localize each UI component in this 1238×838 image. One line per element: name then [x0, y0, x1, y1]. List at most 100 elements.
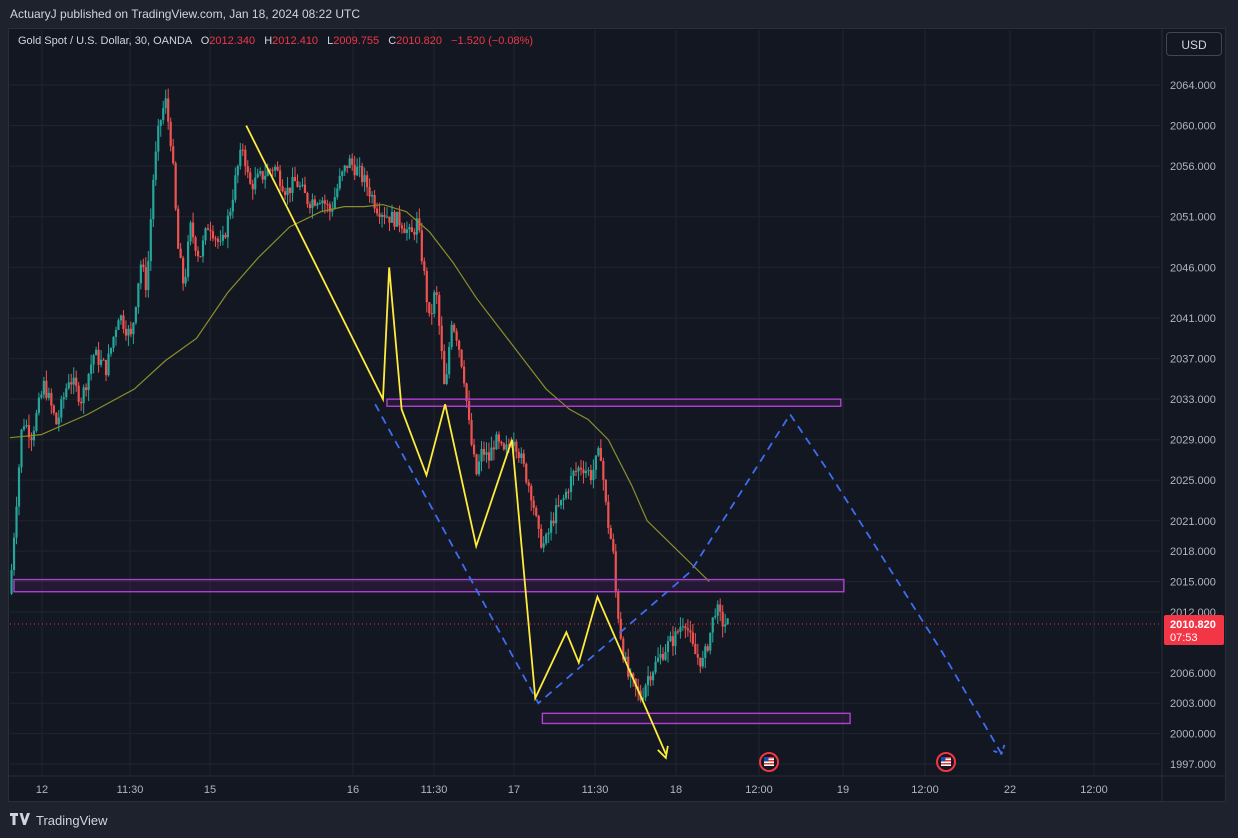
candle-body	[716, 604, 719, 616]
candle-body	[259, 171, 262, 174]
candle-body	[530, 485, 533, 501]
candle-body	[408, 227, 411, 230]
supply-demand-zone	[13, 578, 845, 593]
candle-body	[482, 448, 486, 455]
flag-canton	[764, 757, 769, 762]
candle-body	[159, 120, 162, 126]
candle-body	[336, 188, 339, 198]
candle-body	[303, 184, 307, 194]
candle-body	[132, 322, 135, 335]
candle-body	[694, 644, 697, 655]
candle-body	[356, 166, 359, 176]
candle-body	[393, 211, 396, 227]
candle-body	[67, 382, 70, 389]
candle-body	[477, 461, 481, 475]
candle-body	[94, 349, 98, 356]
candle-body	[77, 385, 80, 402]
x-tick-label: 22	[1004, 784, 1016, 796]
candle-body	[574, 471, 578, 473]
candle-body	[470, 419, 473, 445]
candle-body	[435, 292, 438, 296]
candle-body	[430, 313, 433, 315]
candle-body	[50, 392, 53, 406]
y-tick-label: 2033.000	[1170, 394, 1216, 406]
candle-body	[246, 166, 249, 173]
candle-body	[196, 250, 200, 257]
candle-body	[455, 331, 458, 341]
candle-body	[331, 208, 334, 212]
candle-body	[428, 302, 431, 314]
candle-body	[152, 179, 155, 220]
candle-body	[388, 216, 391, 223]
candle-body	[167, 98, 170, 122]
candle-body	[328, 204, 331, 212]
candle-body	[366, 175, 369, 188]
last-price-badge	[1164, 614, 1224, 645]
candle-body	[425, 270, 428, 303]
candle-body	[216, 238, 220, 242]
candle-body	[358, 166, 361, 168]
candle-body	[505, 444, 508, 450]
candle-body	[25, 425, 28, 427]
candle-body	[20, 429, 23, 468]
candle-body	[169, 121, 172, 147]
candle-body	[219, 240, 222, 242]
candle-body	[689, 630, 692, 633]
currency-button[interactable]: USD	[1166, 32, 1222, 56]
projection-arrowhead	[993, 744, 1006, 756]
candle-body	[206, 228, 210, 230]
tradingview-logo[interactable]: TradingView	[10, 813, 108, 828]
candle-body	[368, 187, 371, 197]
flag-stripe	[941, 760, 951, 762]
y-tick-label: 2025.000	[1170, 475, 1216, 487]
candle-body	[651, 672, 655, 681]
candle-body	[42, 380, 45, 395]
candle-body	[184, 276, 187, 284]
candle-body	[124, 328, 128, 336]
x-tick-label: 12:00	[911, 784, 939, 796]
candle-body	[540, 528, 543, 548]
low-label: L	[327, 35, 334, 47]
candle-body	[594, 455, 597, 470]
candle-body	[440, 325, 443, 352]
candle-body	[37, 397, 41, 413]
candle-body	[102, 359, 105, 361]
candle-body	[122, 315, 125, 329]
candle-body	[201, 240, 205, 257]
candle-body	[557, 505, 560, 507]
y-tick-label: 2060.000	[1170, 121, 1216, 133]
supply-demand-zone	[541, 712, 851, 725]
candle-body	[612, 538, 615, 552]
candle-body	[224, 234, 227, 238]
candle-body	[415, 218, 418, 235]
candle-body	[15, 506, 18, 538]
candle-body	[288, 187, 292, 194]
candle-body	[311, 199, 314, 209]
candle-body	[92, 355, 95, 365]
y-tick-label: 2029.000	[1170, 435, 1216, 447]
candle-body	[363, 175, 366, 183]
candle-body	[179, 248, 182, 258]
symbol-title: Gold Spot / U.S. Dollar, 30, OANDA	[18, 35, 192, 47]
supply-demand-zone	[386, 398, 842, 407]
y-tick-label: 1997.000	[1170, 759, 1216, 771]
candle-body	[296, 181, 299, 187]
candle-body	[323, 200, 326, 204]
candle-body	[85, 387, 88, 391]
candle-body	[495, 434, 498, 450]
candle-body	[527, 482, 530, 486]
candle-body	[458, 340, 461, 350]
candle-body	[545, 534, 548, 544]
candle-body	[301, 184, 304, 186]
candle-body	[107, 353, 110, 376]
candle-body	[607, 501, 610, 528]
zigzag-path	[245, 125, 667, 755]
candle-body	[313, 199, 317, 206]
y-tick-label: 2006.000	[1170, 668, 1216, 680]
candle-body	[679, 627, 682, 632]
candle-body	[624, 656, 627, 660]
candle-body	[704, 646, 707, 658]
candle-body	[395, 211, 399, 227]
moving-average-line	[9, 203, 710, 583]
